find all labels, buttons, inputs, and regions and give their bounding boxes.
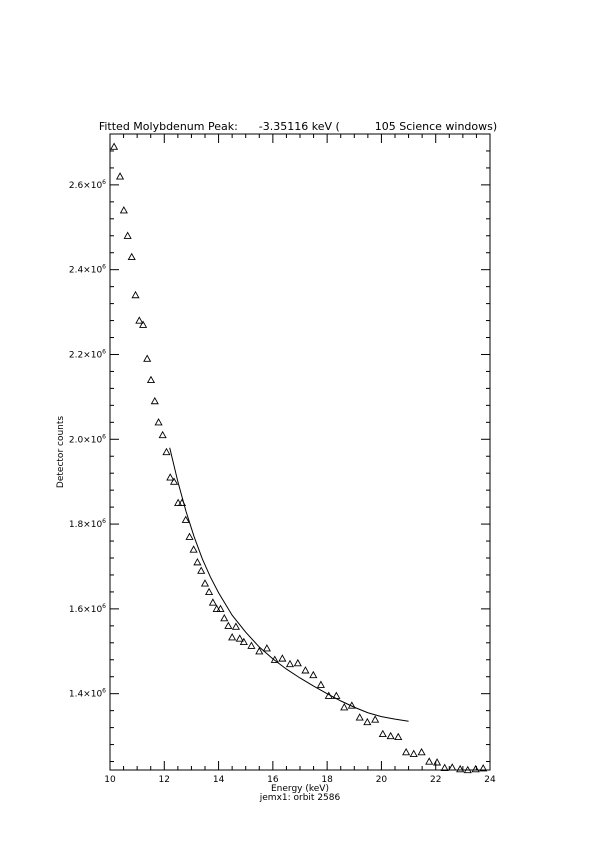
data-point — [208, 598, 217, 606]
data-point — [394, 732, 403, 741]
data-point — [247, 641, 256, 649]
data-point — [200, 579, 210, 587]
data-point — [150, 396, 159, 405]
y-tick-label: 1.6×106 — [69, 603, 106, 615]
data-points — [110, 142, 488, 774]
data-point — [115, 172, 125, 180]
y-tick-label: 2.6×106 — [69, 179, 106, 191]
y-tick-label: 2.0×106 — [69, 433, 106, 445]
data-point — [135, 316, 144, 324]
x-axis-ticks — [109, 134, 491, 770]
chart-title: Fitted Molybdenum Peak: -3.35116 keV ( 1… — [99, 120, 497, 133]
y-tick-label: 1.4×106 — [69, 688, 106, 700]
data-point — [463, 765, 472, 774]
data-point — [440, 763, 449, 771]
data-point — [231, 622, 241, 630]
data-point — [409, 749, 418, 757]
data-point — [110, 142, 119, 150]
y-axis-tick-labels: 1.4×106 1.6×106 1.8×106 2.0×106 2.2×106 2.4×1… — [69, 179, 106, 700]
data-point — [471, 764, 480, 773]
data-point — [228, 633, 237, 641]
data-point — [371, 715, 380, 723]
data-point — [239, 637, 248, 646]
data-point — [278, 654, 287, 662]
x-tick-label: 14 — [213, 775, 225, 785]
data-point — [293, 658, 302, 667]
data-point — [216, 604, 225, 612]
fit-curve — [169, 447, 409, 722]
y-tick-label: 1.8×106 — [69, 518, 106, 530]
data-point — [185, 532, 194, 540]
x-tick-label: 18 — [321, 775, 333, 785]
data-point — [193, 558, 202, 566]
data-point — [158, 430, 167, 439]
x-tick-label: 22 — [430, 775, 441, 785]
data-point — [220, 613, 229, 622]
data-point — [363, 717, 372, 726]
x-tick-label: 12 — [159, 775, 170, 785]
data-point — [143, 354, 152, 362]
data-point — [456, 764, 465, 773]
data-point — [417, 747, 426, 756]
data-point — [224, 621, 233, 629]
data-point — [479, 764, 488, 772]
data-point — [205, 587, 214, 596]
data-point — [169, 477, 179, 485]
x-tick-label: 10 — [104, 775, 116, 785]
x-tick-label: 24 — [484, 775, 496, 785]
plot-frame — [109, 133, 491, 771]
x-tick-label: 20 — [376, 775, 388, 785]
data-point — [340, 703, 349, 711]
data-point — [181, 515, 190, 523]
data-point — [255, 647, 264, 655]
y-axis-label: Detector counts — [56, 416, 66, 488]
data-point — [154, 418, 163, 426]
data-point — [235, 634, 244, 642]
x-tick-label: 16 — [267, 775, 279, 785]
data-point — [386, 731, 395, 740]
data-point — [262, 644, 271, 652]
data-point — [378, 729, 387, 738]
data-point — [162, 447, 171, 456]
data-point — [309, 670, 318, 679]
y-tick-label: 2.4×106 — [69, 264, 106, 276]
x-axis-label: Energy (keV) — [271, 784, 329, 794]
y-tick-label: 2.2×106 — [69, 348, 106, 360]
data-point — [131, 290, 140, 299]
data-point — [119, 206, 128, 214]
data-point — [402, 747, 411, 756]
data-point — [139, 320, 148, 328]
data-point — [166, 473, 175, 481]
data-point — [301, 666, 310, 674]
data-point — [433, 758, 442, 766]
data-point — [127, 252, 136, 261]
data-point — [425, 757, 434, 765]
data-point — [146, 375, 156, 384]
data-point — [197, 566, 206, 574]
data-point — [316, 680, 325, 688]
y-axis-ticks — [110, 133, 490, 763]
data-point — [285, 659, 295, 668]
data-point — [355, 713, 364, 721]
chart-subtitle: jemx1: orbit 2586 — [259, 793, 341, 803]
data-point — [448, 763, 457, 771]
x-axis-tick-labels: 10 12 14 16 18 20 22 24 — [104, 775, 496, 785]
data-point — [189, 545, 198, 553]
data-point — [123, 231, 132, 239]
